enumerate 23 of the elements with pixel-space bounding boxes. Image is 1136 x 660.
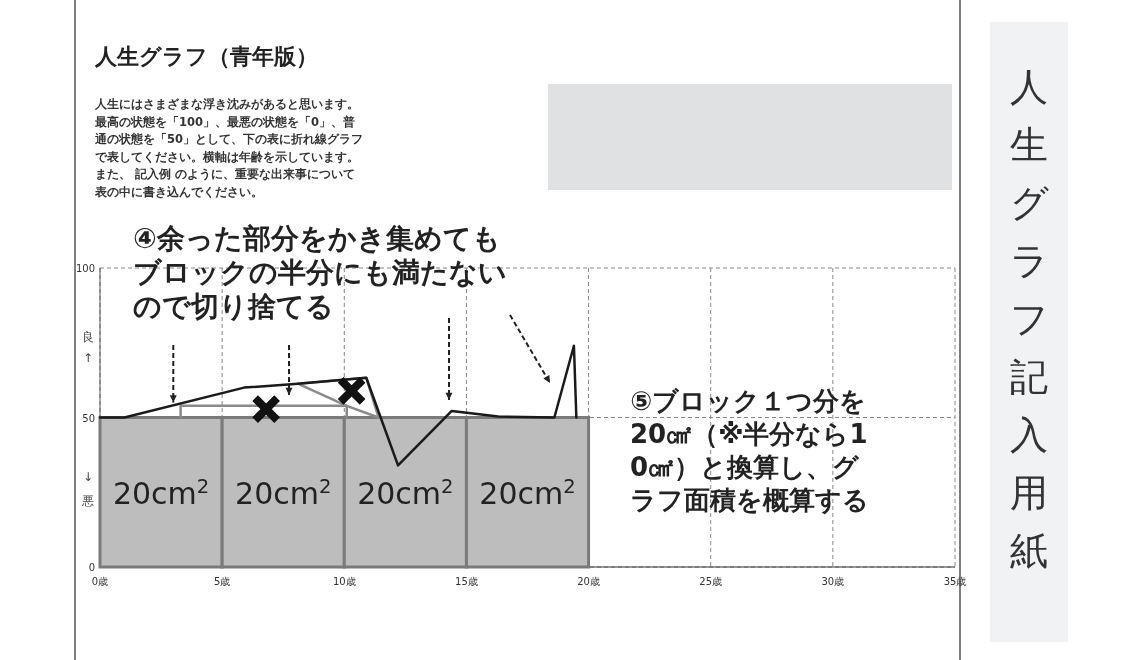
annotation: 20cm$^{2}$ [235,474,332,512]
annotation: 20cm$^{2}$ [112,474,210,512]
annotation: 20cm$^{2}$ [479,474,576,512]
x-tick-label: 30歳 [821,576,845,587]
x-tick-label: 20歳 [577,576,600,587]
y-tick-label: 50 [82,412,95,424]
x-tick-label: 0歳 [91,576,109,587]
text: ↓ [82,470,94,485]
x-tick-label: 5歳 [213,576,231,587]
text: ↑ [82,350,94,365]
annotation: ④余った部分をかき集めてもブロックの半分にも満たないので切り捨てる [133,222,507,323]
chart-title: 人生グラフ（青年版） [94,44,318,69]
annotation: 20cm$^{2}$ [357,474,454,512]
y-tick-label: 0 [88,562,95,573]
x-tick-label: 15歳 [455,576,478,587]
text: 良 [82,329,94,344]
chart-subtitle: 人生にはさまざまな浮き沈みがあると思います。最高の状態を「100」、最悪の状態を「0」、普通の状態を「50」として、下の表に折れ線グラフで表してください。横軸は年齢を示しています。また、 記入例 のように、重要な出来事について表の中に書き込んでください。 [94,97,364,199]
text: 悪 [81,494,94,509]
x-tick-label: 10歳 [332,576,356,587]
annotation: ⑤ブロック１つ分を20㎠（※半分なら10㎠）と換算し、グラフ面積を概算する [630,386,869,515]
text: 人生グラフ記入用紙 [1009,65,1049,573]
x-tick-label: 25歳 [699,576,723,587]
y-tick-label: 100 [75,263,95,274]
